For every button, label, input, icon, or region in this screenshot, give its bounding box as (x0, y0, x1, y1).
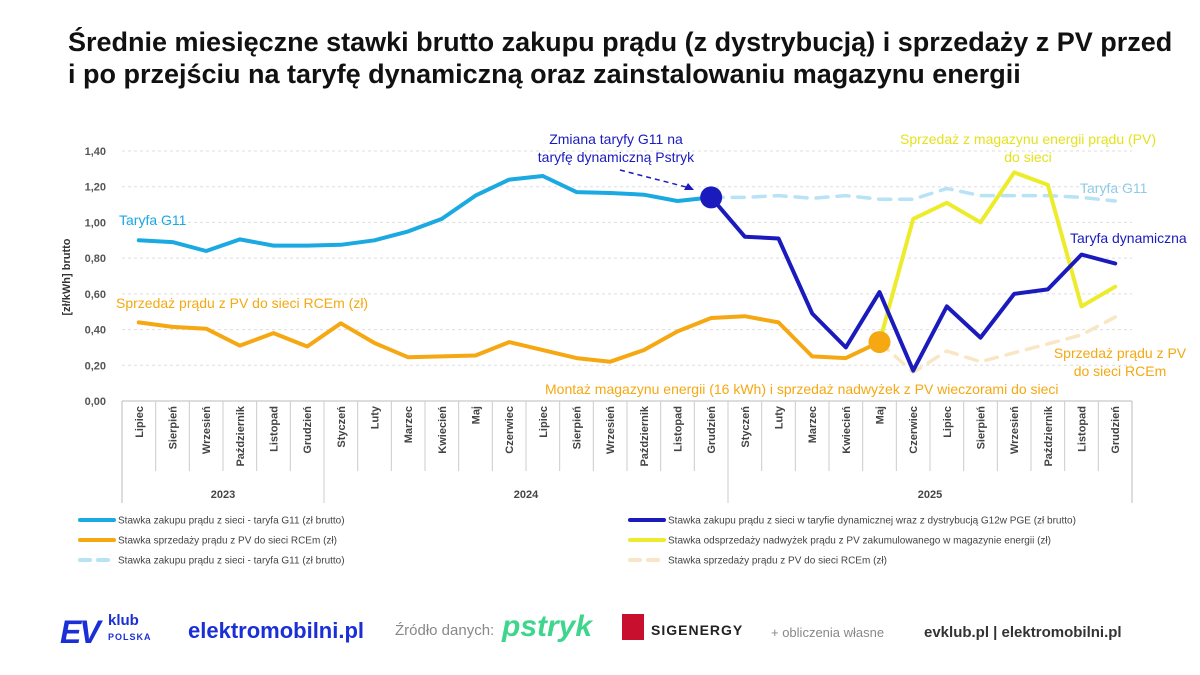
series-line (136, 314, 882, 364)
tariff-change-arrowhead (684, 183, 694, 190)
year-label: 2023 (211, 489, 235, 501)
month-label: Czerwiec (908, 406, 920, 454)
series-line (877, 315, 1117, 375)
y-tick-label: 1,20 (85, 182, 106, 194)
month-label: Wrzesień (605, 406, 617, 454)
event-marker (868, 331, 891, 354)
footer: EV klub POLSKA elektromobilni.pl Źródło … (0, 600, 1200, 660)
tariff-change-arrow (619, 169, 691, 189)
anno-tariff-change-1: Zmiana taryfy G11 na (549, 131, 683, 147)
legend-label: Stawka sprzedaży prądu z PV do sieci RCE… (668, 556, 887, 567)
chart-svg: 0,00 0,20 0,40 0,60 0,80 1,00 1,20 1,40 [zł/kWh… (61, 131, 1187, 567)
month-label: Lipiec (134, 406, 146, 438)
month-label: Listopad (1077, 406, 1089, 452)
pstryk-logo: pstryk (502, 610, 593, 643)
month-label: Styczeń (336, 406, 348, 448)
anno-storage-sale-1: Sprzedaż z magazynu energii prądu (PV) (900, 131, 1156, 147)
legend-label: Stawka zakupu prądu z sieci - taryfa G11… (118, 556, 345, 567)
y-tick-label: 0,20 (85, 360, 106, 372)
series-line (709, 195, 1118, 373)
evklub-logo-klub: klub (108, 612, 139, 629)
chart-grid (122, 150, 1132, 402)
legend-label: Stawka odsprzedaży nadwyżek prądu z PV z… (668, 536, 1051, 547)
month-label: Lipiec (942, 406, 954, 438)
chart-title: Średnie miesięczne stawki brutto zakupu … (68, 27, 1173, 89)
series-line (877, 170, 1118, 345)
month-label: Wrzesień (201, 406, 213, 454)
month-label: Marzec (403, 406, 415, 443)
legend-label: Stawka zakupu prądu z sieci - taryfa G11… (118, 516, 345, 527)
month-label: Maj (875, 406, 887, 424)
anno-rcem-right-1: Sprzedaż prądu z PV (1054, 345, 1187, 361)
anno-storage-sale-2: do sieci (1004, 149, 1051, 165)
month-label: Listopad (269, 406, 281, 452)
event-markers (700, 186, 891, 354)
evklub-logo-polska: POLSKA (108, 632, 152, 642)
series-line (709, 186, 1117, 203)
source-label: Źródło danych: (395, 622, 495, 639)
month-label: Październik (235, 405, 247, 466)
anno-dynamic: Taryfa dynamiczna (1070, 230, 1187, 246)
month-label: Kwiecień (437, 406, 449, 454)
y-axis-label: [zł/kWh] brutto (61, 238, 73, 315)
month-label: Styczeń (740, 406, 752, 448)
month-label: Grudzień (1110, 406, 1122, 454)
month-label: Grudzień (706, 406, 718, 454)
anno-rcem-left: Sprzedaż prądu z PV do sieci RCEm (zł) (116, 295, 368, 311)
month-label: Październik (639, 405, 651, 466)
y-tick-labels: 0,00 0,20 0,40 0,60 0,80 1,00 1,20 1,40 (85, 146, 106, 408)
sigenergy-icon (622, 614, 644, 640)
year-label: 2024 (514, 489, 539, 501)
month-label: Luty (370, 405, 382, 429)
y-tick-label: 1,00 (85, 217, 106, 229)
y-tick-label: 1,40 (85, 146, 106, 158)
month-label: Maj (471, 406, 483, 424)
anno-g11-left: Taryfa G11 (119, 212, 187, 228)
annotations: Taryfa G11 Taryfa G11 Sprzedaż prądu z P… (116, 131, 1187, 397)
month-label: Wrzesień (1009, 406, 1021, 454)
elektromobilni-logo: elektromobilni.pl (188, 618, 365, 643)
month-label: Czerwiec (504, 406, 516, 454)
footer-sites: evklub.pl | elektromobilni.pl (924, 624, 1122, 641)
evklub-logo: EV (60, 614, 101, 650)
month-label: Sierpień (976, 406, 988, 450)
series-line (136, 174, 714, 253)
legend-label: Stawka zakupu prądu z sieci w taryfie dy… (668, 516, 1076, 527)
anno-g11-right: Taryfa G11 (1080, 180, 1148, 196)
year-label: 2025 (918, 489, 942, 501)
legend: Stawka zakupu prądu z sieci - taryfa G11… (78, 516, 1076, 567)
y-tick-label: 0,40 (85, 325, 106, 337)
event-marker (700, 186, 723, 209)
month-label: Listopad (673, 406, 685, 452)
month-label: Lipiec (538, 406, 550, 438)
sigenergy-logo: SIGENERGY (651, 622, 744, 638)
y-tick-label: 0,00 (85, 396, 106, 408)
anno-rcem-right-2: do sieci RCEm (1074, 363, 1167, 379)
own-calculations: + obliczenia własne (771, 625, 885, 640)
month-label: Luty (774, 405, 786, 429)
y-tick-label: 0,60 (85, 289, 106, 301)
month-label: Grudzień (302, 406, 314, 454)
x-axis: Lipiec Sierpień Wrzesień Październik Listopa… (121, 401, 1133, 503)
month-label: Marzec (807, 406, 819, 443)
month-label: Sierpień (572, 406, 584, 450)
y-tick-label: 0,80 (85, 253, 106, 265)
series-lines (136, 170, 1118, 375)
anno-tariff-change-2: taryfę dynamiczną Pstryk (538, 149, 695, 165)
month-label: Sierpień (168, 406, 180, 450)
legend-label: Stawka sprzedaży prądu z PV do sieci RCE… (118, 536, 337, 547)
month-label: Październik (1043, 405, 1055, 466)
month-label: Kwiecień (841, 406, 853, 454)
anno-storage-install: Montaż magazynu energii (16 kWh) i sprze… (545, 381, 1059, 397)
